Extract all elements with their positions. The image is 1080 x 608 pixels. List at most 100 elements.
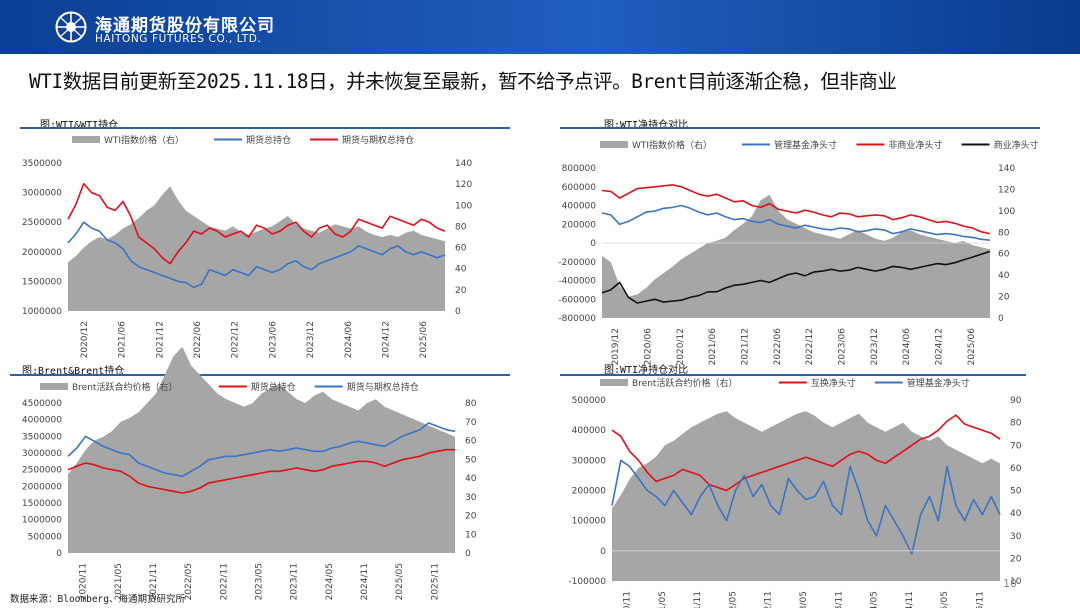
right-axis-tick-label: 40 [465,474,477,484]
x-axis-tick-label: 2022/06 [773,328,783,366]
x-axis-tick-label: 2024/05 [870,591,880,608]
series-line [611,414,1001,492]
x-axis-tick-label: 2022/12 [231,321,241,358]
series-line [601,204,991,241]
x-axis-tick-label: 2020/12 [80,321,90,358]
x-axis-tick-label: 2025/06 [967,328,977,366]
left-axis-tick-label: 800000 [562,164,597,174]
x-axis-tick-label: 2024/12 [935,328,945,365]
x-axis-tick-label: 2025/06 [419,321,429,359]
page-subtitle: WTI数据目前更新至2025.11.18日，并未恢复至最新，暂不给予点评。Bre… [29,70,897,93]
x-axis-tick-label: 2023/11 [290,563,300,600]
x-axis-tick-label: 2022/05 [728,591,738,608]
x-axis-tick-label: 2024/05 [325,563,335,600]
x-axis-tick-label: 2020/06 [644,328,654,366]
right-axis-tick-label: 20 [465,512,477,522]
chart-brent-positions: 0 500000 1000000 1500000 2000000 2500000 30000… [22,346,477,600]
left-axis-tick-label: 200000 [562,220,597,230]
legend-label: 期货总持仓 [246,134,291,146]
legend-label: 期货与期权总持仓 [347,381,419,393]
left-axis-tick-label: 500000 [572,396,607,406]
left-axis-tick-label: -400000 [558,277,596,287]
series-line [601,184,991,235]
x-axis-tick-label: 2023/05 [255,563,265,600]
x-axis-tick-label: 2021/05 [658,591,668,608]
header-bar: 海通期货股份有限公司 HAITONG FUTURES CO., LTD. [0,0,1080,54]
series-line [67,422,456,478]
x-axis-tick-label: 2022/11 [764,591,774,608]
series-line [601,250,991,304]
left-axis-tick-label: -600000 [558,295,596,305]
right-axis-tick-label: 0 [465,549,471,559]
right-axis-tick-label: 140 [998,164,1015,174]
legend-label: Brent活跃合约价格（右） [72,381,177,393]
legend-swatch [40,383,68,390]
x-axis-tick-label: 2022/11 [219,563,229,600]
x-axis-tick-label: 2020/11 [79,563,89,600]
right-axis-tick-label: 90 [1010,396,1022,406]
chart-wti-net-positions-2: -100000 0 100000 200000 300000 400000 500000 10… [568,377,1022,608]
right-axis-tick-label: 60 [998,250,1010,260]
right-axis-tick-label: 40 [998,271,1010,281]
left-axis-tick-label: 200000 [572,487,607,497]
x-axis-tick-label: 2021/12 [741,328,751,365]
left-axis-tick-label: 3500000 [22,432,62,442]
right-axis-tick-label: 0 [998,314,1004,324]
panel-divider [560,374,1026,376]
left-axis-tick-label: 3000000 [22,449,62,459]
chart-wti-positions: 1000000 1500000 2000000 2500000 3000000 35000… [22,134,473,359]
panel-divider [10,374,510,376]
left-axis-tick-label: 400000 [572,426,607,436]
x-axis-tick-label: 2024/12 [381,321,391,358]
right-axis-tick-label: 50 [465,455,477,465]
left-axis-tick-label: 500000 [28,532,63,542]
left-axis-tick-label: 3000000 [22,189,62,199]
right-axis-tick-label: 10 [465,530,477,540]
panel-divider [20,127,510,129]
panel-title-brent-positions: 图:Brent&Brent持仓 [22,366,125,377]
left-axis-tick-label: 2000000 [22,482,62,492]
series-area [68,186,445,311]
legend-label: Brent活跃合约价格（右） [632,377,737,389]
legend-label: 商业净头寸 [994,139,1039,151]
right-axis-tick-label: 80 [1010,419,1022,429]
chart-wti-net-positions: -800000 -600000 -400000 -200000 0 200000 40000… [558,139,1039,365]
right-axis-tick-label: 80 [465,399,477,409]
left-axis-tick-label: 300000 [572,456,607,466]
right-axis-tick-label: 40 [1010,509,1022,519]
x-axis-tick-label: 2025/11 [975,591,985,608]
page-number: 10 [1003,577,1017,590]
left-axis-tick-label: 0 [600,547,606,557]
left-axis-tick-label: 0 [590,239,596,249]
x-axis-tick-label: 2023/06 [838,328,848,366]
right-axis-tick-label: 20 [998,293,1010,303]
right-axis-tick-label: 30 [465,493,477,503]
legend-label: 期货总持仓 [251,381,296,393]
company-name-en: HAITONG FUTURES CO., LTD. [95,33,262,45]
series-line [67,182,446,265]
left-axis-tick-label: 2500000 [22,466,62,476]
left-axis-tick-label: 3500000 [22,159,62,169]
x-axis-tick-label: 2023/05 [799,591,809,608]
left-axis-tick-label: -800000 [558,314,596,324]
right-axis-tick-label: 120 [455,180,472,190]
legend-swatch [600,141,628,148]
x-axis-tick-label: 2020/12 [676,328,686,365]
right-axis-tick-label: 70 [465,418,477,428]
legend-label: WTI指数价格（右） [104,134,184,146]
legend-label: 互换净头寸 [811,377,856,389]
right-axis-tick-label: 10 [1010,577,1022,587]
legend-label: 管理基金净头寸 [774,139,837,151]
x-axis-tick-label: 2025/05 [395,563,405,600]
x-axis-tick-label: 2023/12 [306,321,316,358]
x-axis-tick-label: 2023/11 [834,591,844,608]
series-line [611,459,1001,555]
x-axis-tick-label: 2019/12 [611,328,621,365]
x-axis-tick-label: 2022/06 [193,321,203,359]
series-line [67,448,455,494]
x-axis-tick-label: 2021/11 [693,591,703,608]
left-axis-tick-label: 100000 [572,517,607,527]
left-axis-tick-label: 4000000 [22,416,62,426]
right-axis-tick-label: 60 [455,244,467,254]
panel-title-wti-net: 图:WTI净持仓对比 [604,120,689,131]
